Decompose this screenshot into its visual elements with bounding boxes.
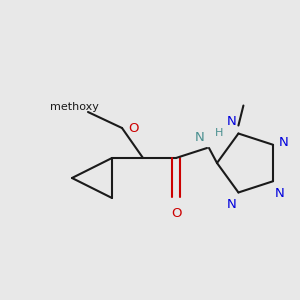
Text: N: N	[227, 199, 236, 212]
Text: N: N	[279, 136, 289, 149]
Text: H: H	[215, 128, 224, 138]
Text: N: N	[275, 187, 285, 200]
Text: methoxy: methoxy	[50, 102, 98, 112]
Text: O: O	[128, 122, 139, 134]
Text: O: O	[171, 207, 181, 220]
Text: N: N	[227, 115, 236, 128]
Text: N: N	[195, 131, 205, 144]
